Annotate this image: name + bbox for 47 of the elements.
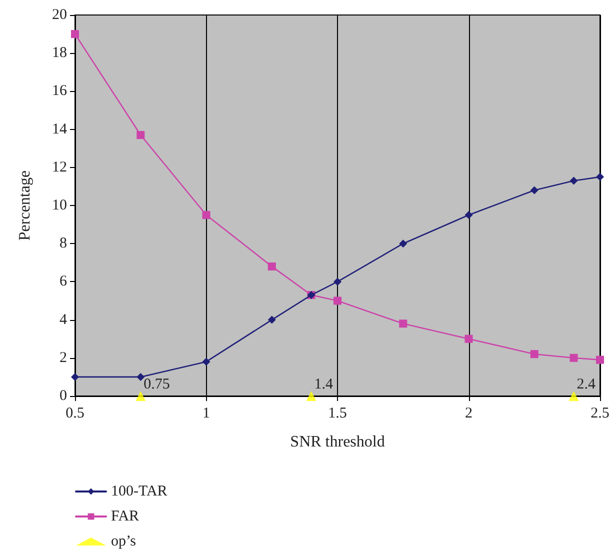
y-tick-label: 12 [52,159,67,176]
legend-label: 100-TAR [111,484,168,500]
y-tick-label: 0 [60,388,67,404]
point [202,211,210,220]
point [136,372,145,381]
annotation: 1.4 [314,376,334,392]
y-tick-label: 2 [60,350,67,366]
point [202,358,210,366]
point [399,240,408,248]
y-tick-label: 8 [60,236,67,252]
y-tick-label: 16 [52,83,68,100]
point [530,186,538,194]
point [136,131,145,140]
point [334,296,342,305]
x-tick-label: 1 [202,406,210,422]
point [530,350,538,358]
y-axis-title: Percentage [16,170,34,241]
point [268,316,276,324]
legend-label: FAR [111,508,140,524]
point [568,391,579,401]
point [464,211,473,220]
point [596,172,604,181]
point [306,391,316,401]
y-tick-label: 20 [52,7,67,23]
point [570,176,578,185]
x-tick-label: 2.5 [590,406,610,422]
x-tick-label: 2 [465,406,472,422]
x-tick-label: 1.5 [328,406,347,422]
legend-label: op’s [111,534,136,550]
point [71,30,79,38]
annotation: 2.4 [576,376,596,392]
y-tick-label: 14 [52,121,68,138]
point [71,372,79,381]
point [268,262,276,270]
y-tick-label: 18 [52,45,67,62]
point [596,356,604,364]
point [136,391,146,401]
y-tick-label: 4 [60,312,68,328]
annotation: 0.75 [144,376,170,392]
point [399,320,408,328]
y-tick-label: 6 [60,274,68,290]
x-axis-title: SNR threshold [290,434,385,450]
x-tick-label: 0.5 [66,406,84,422]
point [464,334,473,343]
point [570,354,578,362]
point [334,278,342,286]
y-tick-label: 10 [52,198,67,214]
